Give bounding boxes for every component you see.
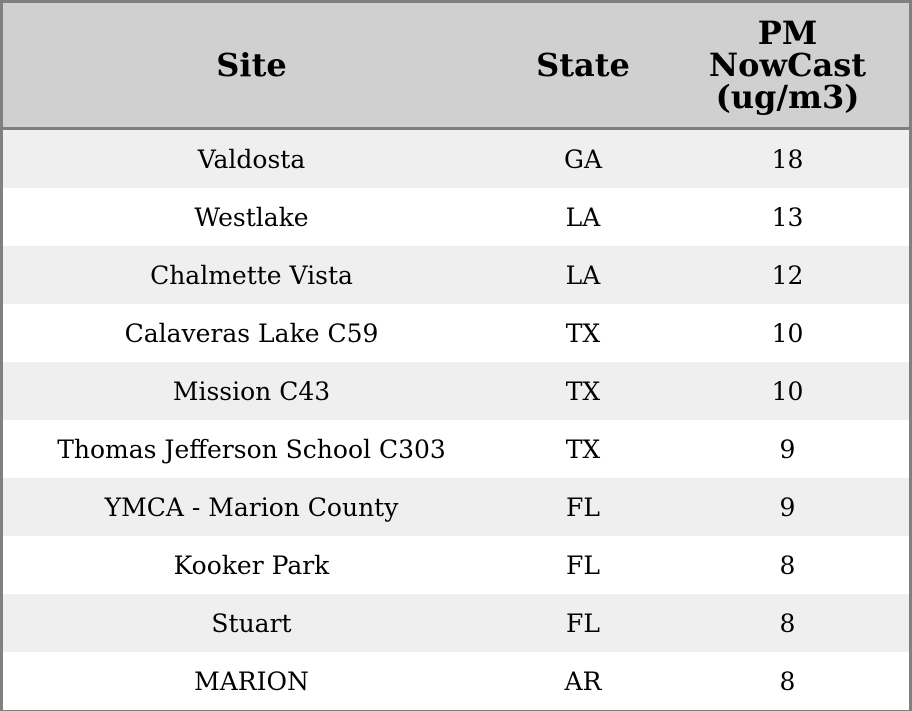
table-row: Kooker Park FL 8 (3, 536, 909, 594)
table-row: MARION AR 8 (3, 652, 909, 710)
table-cell: Calaveras Lake C59 (3, 304, 500, 362)
header-row: Site State PM NowCast (ug/m3) (3, 3, 909, 130)
table-row: Valdosta GA 18 (3, 128, 909, 188)
table-row: Calaveras Lake C59 TX 10 (3, 304, 909, 362)
table-cell: Westlake (3, 188, 500, 246)
table-cell: Mission C43 (3, 362, 500, 420)
table-cell: Valdosta (3, 128, 500, 188)
column-header: PM NowCast (ug/m3) (666, 3, 909, 130)
table-cell: Kooker Park (3, 536, 500, 594)
table-cell: 8 (666, 652, 909, 710)
table-row: Thomas Jefferson School C303 TX 9 (3, 420, 909, 478)
table-cell: FL (500, 478, 666, 536)
table-body: Valdosta GA 18 Westlake LA 13 Chalmette Vista L… (3, 128, 909, 710)
table-cell: 12 (666, 246, 909, 304)
table-cell: Thomas Jefferson School C303 (3, 420, 500, 478)
table-cell: LA (500, 246, 666, 304)
table-row: YMCA - Marion County FL 9 (3, 478, 909, 536)
table-cell: TX (500, 362, 666, 420)
table-cell: 9 (666, 478, 909, 536)
table-cell: 8 (666, 594, 909, 652)
table-cell: 18 (666, 128, 909, 188)
table: Site State PM NowCast (ug/m3) Valdosta GA 18… (3, 3, 909, 710)
table-row: Chalmette Vista LA 12 (3, 246, 909, 304)
table-cell: GA (500, 128, 666, 188)
table-cell: 10 (666, 362, 909, 420)
column-header: State (500, 3, 666, 130)
table-cell: AR (500, 652, 666, 710)
table-cell: LA (500, 188, 666, 246)
table-cell: 13 (666, 188, 909, 246)
table-row: Mission C43 TX 10 (3, 362, 909, 420)
table-cell: FL (500, 536, 666, 594)
table-cell: 9 (666, 420, 909, 478)
table-cell: 8 (666, 536, 909, 594)
table-cell: TX (500, 420, 666, 478)
table-cell: MARION (3, 652, 500, 710)
table-row: Stuart FL 8 (3, 594, 909, 652)
table-row: Westlake LA 13 (3, 188, 909, 246)
table-cell: 10 (666, 304, 909, 362)
table-cell: Stuart (3, 594, 500, 652)
column-header: Site (3, 3, 500, 130)
table-cell: FL (500, 594, 666, 652)
table-cell: YMCA - Marion County (3, 478, 500, 536)
table-header: Site State PM NowCast (ug/m3) (3, 3, 909, 130)
table-cell: Chalmette Vista (3, 246, 500, 304)
table-cell: TX (500, 304, 666, 362)
